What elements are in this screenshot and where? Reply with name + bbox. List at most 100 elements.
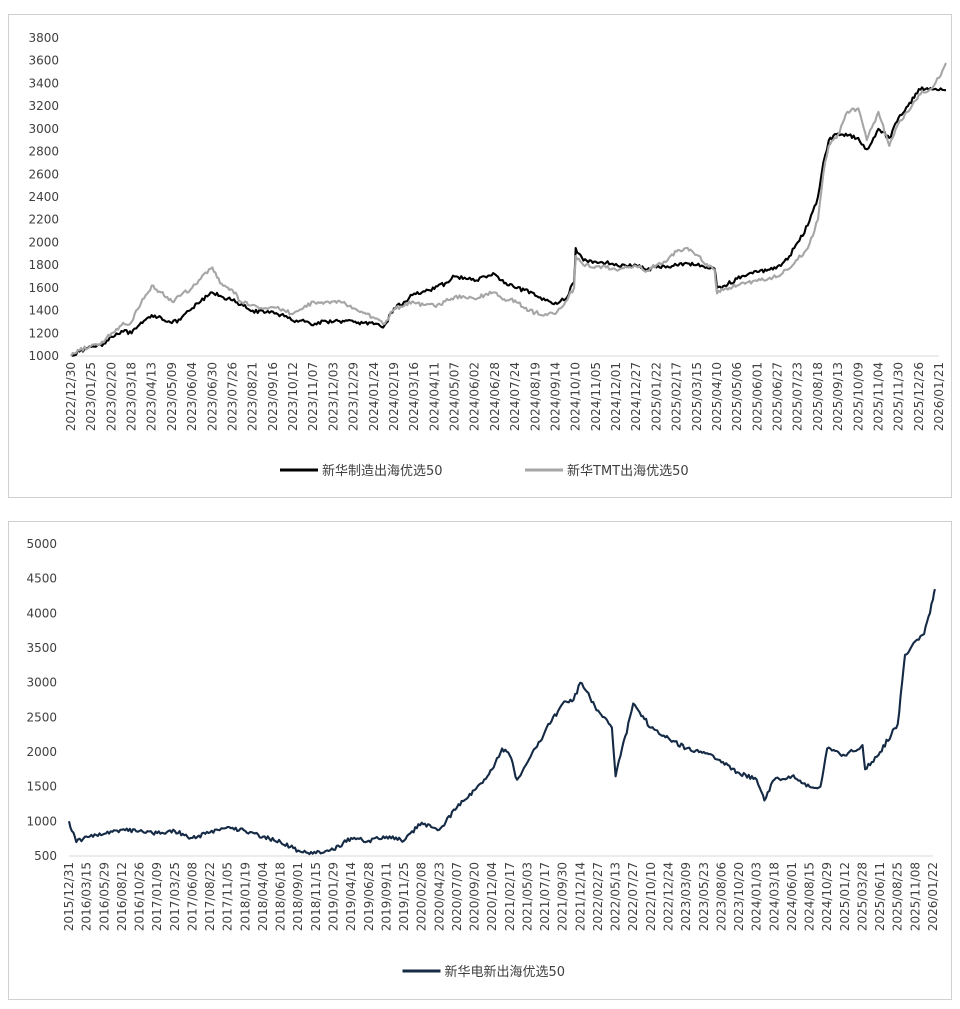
x-tick-label: 2025/08/25 [891,862,905,931]
y-tick-label: 2400 [28,190,59,204]
line-chart-2: 500 1000 1500 2000 2500 3000 3500 4000 4500 5000 2… [26,537,940,980]
x-tick-label: 2019/11/25 [397,862,411,931]
x-tick-label: 2025/03/15 [690,362,704,431]
y-tick-label: 2500 [26,710,57,724]
x-tick-label: 2025/10/09 [851,362,865,431]
y-tick-label: 2200 [28,213,59,227]
x-tick-label: 2025/03/28 [855,862,869,931]
x-tick-label: 2024/11/05 [589,362,603,431]
series-line-2 [70,62,947,357]
x-tick-label: 2018/06/18 [274,862,288,931]
x-tick-label: 2025/12/26 [912,362,926,431]
x-tick-label: 2018/09/01 [291,862,305,931]
x-tick-label: 2023/02/20 [104,362,118,431]
x-tick-label: 2019/09/11 [379,862,393,931]
y-tick-label: 2600 [28,167,59,181]
x-tick-label: 2025/04/10 [710,362,724,431]
y-tick-label: 4500 [26,572,57,586]
series-line-1 [70,86,947,357]
x-tick-label: 2024/08/15 [803,862,817,931]
y-tick-label: 1800 [28,258,59,272]
y-tick-label: 2000 [26,745,57,759]
x-tick-label: 2020/02/08 [415,862,429,931]
x-tick-label: 2024/06/01 [785,862,799,931]
x-tick-label: 2026/01/22 [926,862,940,931]
x-tick-label: 2024/06/28 [488,362,502,431]
x-tick-label: 2025/08/18 [811,362,825,431]
y-tick-label: 5000 [26,537,57,551]
x-tick-label: 2021/02/17 [503,862,517,931]
x-tick-label: 2019/06/28 [362,862,376,931]
x-tick-label: 2016/10/26 [133,862,147,931]
x-tick-label: 2017/11/05 [221,862,235,931]
x-tick-label: 2025/02/17 [670,362,684,431]
line-chart-1: 1000 1200 1400 1600 1800 2000 2200 2400 2600 2800… [28,31,947,479]
x-tick-label: 2025/11/04 [871,362,885,431]
x-tick-label: 2016/08/12 [115,862,129,931]
y-tick-label: 1400 [28,304,59,318]
y-tick-label: 1200 [28,326,59,340]
y-tick-label: 4000 [26,606,57,620]
x-tick-label: 2023/03/18 [125,362,139,431]
x-tick-label: 2025/11/08 [908,862,922,931]
x-tick-label: 2022/12/30 [64,362,78,431]
y-tick-label: 2000 [28,235,59,249]
x-tick-label: 2016/03/15 [80,862,94,931]
x-tick-label: 2022/07/27 [626,862,640,931]
x-tick-label: 2024/12/01 [609,362,623,431]
x-tick-label: 2025/05/06 [730,362,744,431]
x-tick-label: 2021/12/14 [573,862,587,931]
x-tick-label: 2024/10/10 [569,362,583,431]
x-tick-label: 2023/08/21 [246,362,260,431]
y-tick-label: 500 [34,849,57,863]
x-tick-label: 2023/10/12 [286,362,300,431]
x-tick-label: 2024/01/03 [750,862,764,931]
x-tick-label: 2024/02/19 [387,362,401,431]
x-tick-label: 2023/04/13 [145,362,159,431]
x-tick-label: 2025/01/22 [649,362,663,431]
chart-panel-2: 500 1000 1500 2000 2500 3000 3500 4000 4500 5000 2… [8,521,952,1000]
chart-panel-1: 1000 1200 1400 1600 1800 2000 2200 2400 2600 2800… [8,14,952,498]
y-tick-label: 3200 [28,99,59,113]
x-tick-label: 2022/05/13 [609,862,623,931]
x-tick-label: 2023/06/30 [205,362,219,431]
x-tick-label: 2018/01/19 [238,862,252,931]
x-tick-label: 2024/07/24 [508,362,522,431]
x-tick-label: 2019/01/29 [326,862,340,931]
x-tick-label: 2020/09/20 [468,862,482,931]
y-tick-label: 1600 [28,281,59,295]
x-tick-label: 2024/04/11 [427,362,441,431]
legend-label: 新华电新出海优选50 [445,964,566,980]
x-tick-label: 2023/09/16 [266,362,280,431]
x-tick-label: 2023/07/26 [225,362,239,431]
x-tick-label: 2019/04/14 [344,862,358,931]
x-tick-label: 2022/12/24 [662,862,676,931]
x-tick-label: 2025/09/13 [831,362,845,431]
x-tick-label: 2023/05/23 [697,862,711,931]
y-tick-label: 1000 [26,814,57,828]
x-tick-label: 2022/02/27 [591,862,605,931]
y-tick-label: 2800 [28,145,59,159]
x-tick-label: 2025/06/11 [873,862,887,931]
x-tick-label: 2015/12/31 [62,862,76,931]
x-tick-label: 2023/03/09 [679,862,693,931]
x-tick-label: 2023/08/06 [714,862,728,931]
x-tick-label: 2024/05/07 [448,362,462,431]
x-tick-label: 2023/12/03 [326,362,340,431]
y-tick-label: 3000 [26,676,57,690]
x-tick-label: 2021/05/03 [520,862,534,931]
x-tick-label: 2021/09/30 [556,862,570,931]
x-tick-label: 2024/12/27 [629,362,643,431]
x-tick-label: 2024/10/29 [820,862,834,931]
x-tick-label: 2023/05/09 [165,362,179,431]
x-tick-label: 2024/03/18 [767,862,781,931]
x-tick-label: 2026/01/21 [932,362,946,431]
x-tick-label: 2023/10/20 [732,862,746,931]
x-tick-label: 2024/01/24 [367,362,381,431]
y-tick-label: 1000 [28,349,59,363]
x-tick-label: 2018/04/04 [256,862,270,931]
x-tick-label: 2022/10/10 [644,862,658,931]
x-tick-label: 2018/11/15 [309,862,323,931]
x-tick-label: 2020/12/04 [485,862,499,931]
x-tick-label: 2025/11/30 [892,362,906,431]
